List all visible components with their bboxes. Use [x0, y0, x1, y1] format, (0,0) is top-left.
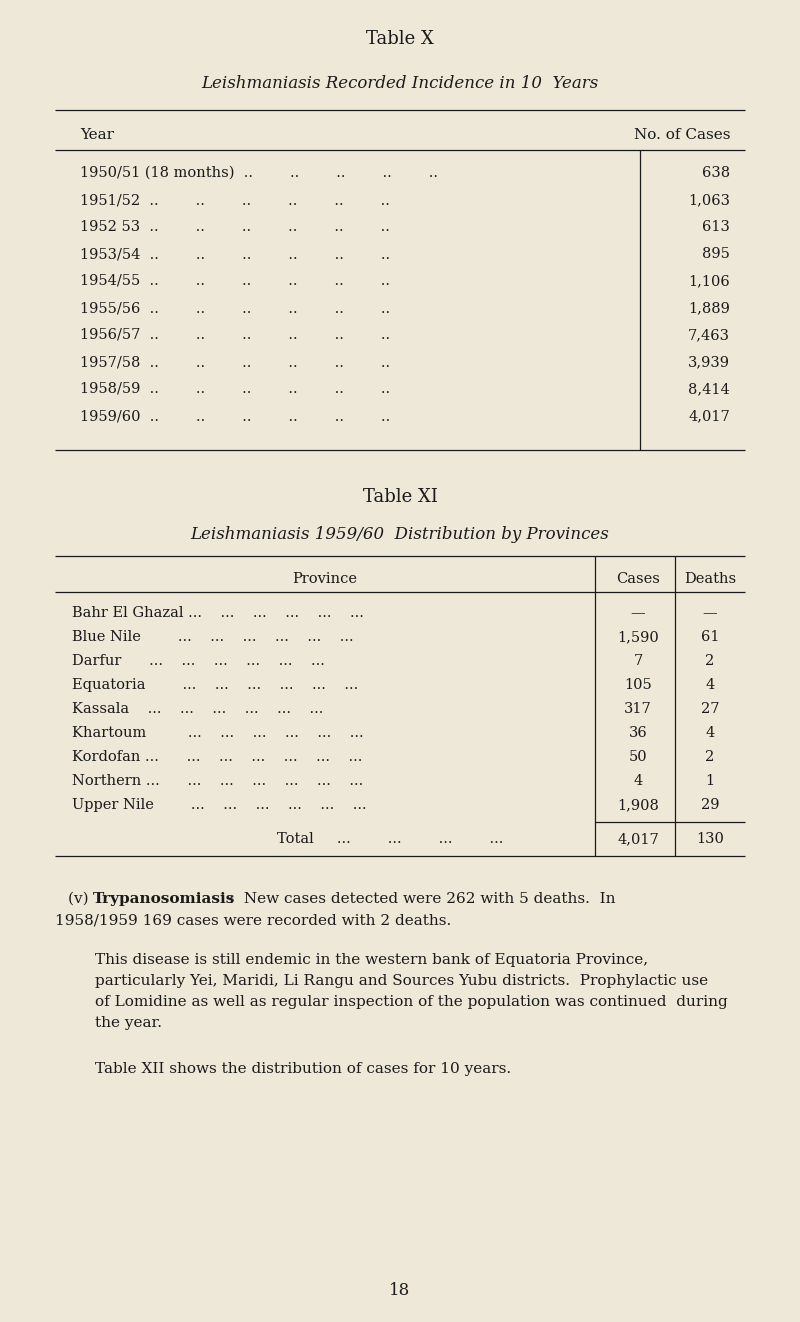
- Text: Upper Nile        ...    ...    ...    ...    ...    ...: Upper Nile ... ... ... ... ... ...: [72, 798, 366, 812]
- Text: Province: Province: [293, 572, 358, 586]
- Text: 29: 29: [701, 798, 719, 812]
- Text: 1,106: 1,106: [688, 274, 730, 288]
- Text: 105: 105: [624, 678, 652, 691]
- Text: :  New cases detected were 262 with 5 deaths.  In: : New cases detected were 262 with 5 dea…: [224, 892, 615, 906]
- Text: 50: 50: [629, 750, 647, 764]
- Text: Leishmaniasis 1959/60  Distribution by Provinces: Leishmaniasis 1959/60 Distribution by Pr…: [190, 526, 610, 543]
- Text: Table XII shows the distribution of cases for 10 years.: Table XII shows the distribution of case…: [95, 1062, 511, 1076]
- Text: Kassala    ...    ...    ...    ...    ...    ...: Kassala ... ... ... ... ... ...: [72, 702, 323, 717]
- Text: of Lomidine as well as regular inspection of the population was continued  durin: of Lomidine as well as regular inspectio…: [95, 995, 728, 1009]
- Text: Leishmaniasis Recorded Incidence in 10  Years: Leishmaniasis Recorded Incidence in 10 Y…: [202, 75, 598, 93]
- Text: 317: 317: [624, 702, 652, 717]
- Text: 4: 4: [706, 726, 714, 740]
- Text: 1951/52  ..        ..        ..        ..        ..        ..: 1951/52 .. .. .. .. .. ..: [80, 193, 390, 208]
- Text: Cases: Cases: [616, 572, 660, 586]
- Text: 1955/56  ..        ..        ..        ..        ..        ..: 1955/56 .. .. .. .. .. ..: [80, 301, 390, 315]
- Text: 3,939: 3,939: [688, 356, 730, 369]
- Text: 4: 4: [706, 678, 714, 691]
- Text: 4: 4: [634, 773, 642, 788]
- Text: 130: 130: [696, 832, 724, 846]
- Text: 1958/1959 169 cases were recorded with 2 deaths.: 1958/1959 169 cases were recorded with 2…: [55, 914, 451, 927]
- Text: Khartoum         ...    ...    ...    ...    ...    ...: Khartoum ... ... ... ... ... ...: [72, 726, 364, 740]
- Text: Bahr El Ghazal ...    ...    ...    ...    ...    ...: Bahr El Ghazal ... ... ... ... ... ...: [72, 605, 364, 620]
- Text: 1953/54  ..        ..        ..        ..        ..        ..: 1953/54 .. .. .. .. .. ..: [80, 247, 390, 260]
- Text: 7,463: 7,463: [688, 328, 730, 342]
- Text: 1954/55  ..        ..        ..        ..        ..        ..: 1954/55 .. .. .. .. .. ..: [80, 274, 390, 288]
- Text: Trypanosomiasis: Trypanosomiasis: [93, 892, 235, 906]
- Text: 1,889: 1,889: [688, 301, 730, 315]
- Text: This disease is still endemic in the western bank of Equatoria Province,: This disease is still endemic in the wes…: [95, 953, 648, 966]
- Text: 7: 7: [634, 654, 642, 668]
- Text: 36: 36: [629, 726, 647, 740]
- Text: 613: 613: [702, 219, 730, 234]
- Text: 1959/60  ..        ..        ..        ..        ..        ..: 1959/60 .. .. .. .. .. ..: [80, 408, 390, 423]
- Text: 2: 2: [706, 654, 714, 668]
- Text: Kordofan ...      ...    ...    ...    ...    ...    ...: Kordofan ... ... ... ... ... ... ...: [72, 750, 362, 764]
- Text: (v): (v): [68, 892, 94, 906]
- Text: 8,414: 8,414: [688, 382, 730, 397]
- Text: 895: 895: [702, 247, 730, 260]
- Text: Year: Year: [80, 128, 114, 141]
- Text: Table X: Table X: [366, 30, 434, 48]
- Text: 1,908: 1,908: [617, 798, 659, 812]
- Text: 1,063: 1,063: [688, 193, 730, 208]
- Text: Blue Nile        ...    ...    ...    ...    ...    ...: Blue Nile ... ... ... ... ... ...: [72, 631, 354, 644]
- Text: Deaths: Deaths: [684, 572, 736, 586]
- Text: Darfur      ...    ...    ...    ...    ...    ...: Darfur ... ... ... ... ... ...: [72, 654, 325, 668]
- Text: 4,017: 4,017: [617, 832, 659, 846]
- Text: 1952 53  ..        ..        ..        ..        ..        ..: 1952 53 .. .. .. .. .. ..: [80, 219, 390, 234]
- Text: 27: 27: [701, 702, 719, 717]
- Text: 18: 18: [390, 1282, 410, 1300]
- Text: 4,017: 4,017: [688, 408, 730, 423]
- Text: 61: 61: [701, 631, 719, 644]
- Text: Equatoria        ...    ...    ...    ...    ...    ...: Equatoria ... ... ... ... ... ...: [72, 678, 358, 691]
- Text: 1957/58  ..        ..        ..        ..        ..        ..: 1957/58 .. .. .. .. .. ..: [80, 356, 390, 369]
- Text: —: —: [702, 605, 718, 620]
- Text: 1: 1: [706, 773, 714, 788]
- Text: 2: 2: [706, 750, 714, 764]
- Text: Northern ...      ...    ...    ...    ...    ...    ...: Northern ... ... ... ... ... ... ...: [72, 773, 363, 788]
- Text: —: —: [630, 605, 646, 620]
- Text: 1956/57  ..        ..        ..        ..        ..        ..: 1956/57 .. .. .. .. .. ..: [80, 328, 390, 342]
- Text: the year.: the year.: [95, 1017, 162, 1030]
- Text: particularly Yei, Maridi, Li Rangu and Sources Yubu districts.  Prophylactic use: particularly Yei, Maridi, Li Rangu and S…: [95, 974, 708, 988]
- Text: Table XI: Table XI: [362, 488, 438, 506]
- Text: 1958/59  ..        ..        ..        ..        ..        ..: 1958/59 .. .. .. .. .. ..: [80, 382, 390, 397]
- Text: 1,590: 1,590: [617, 631, 659, 644]
- Text: 1950/51 (18 months)  ..        ..        ..        ..        ..: 1950/51 (18 months) .. .. .. .. ..: [80, 167, 438, 180]
- Text: Total     ...        ...        ...        ...: Total ... ... ... ...: [277, 832, 503, 846]
- Text: No. of Cases: No. of Cases: [634, 128, 730, 141]
- Text: 638: 638: [702, 167, 730, 180]
